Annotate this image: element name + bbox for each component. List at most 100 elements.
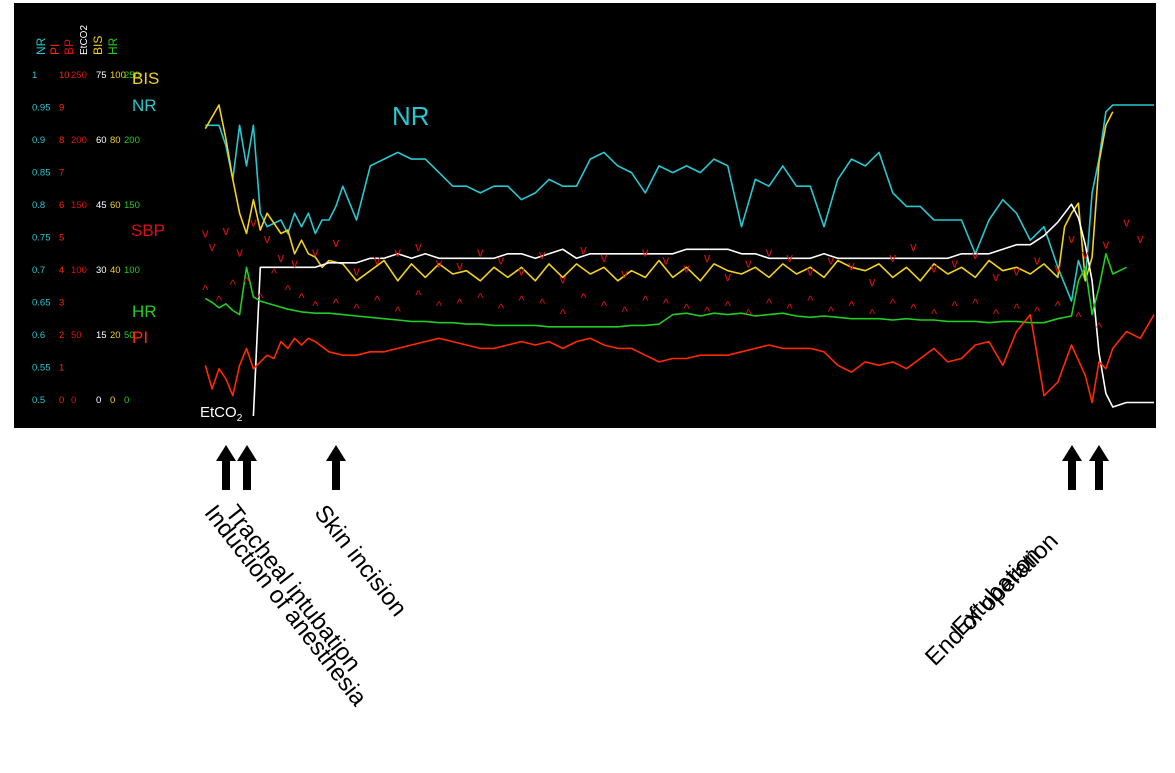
dbp-marker: ^ (333, 296, 340, 311)
sbp-marker: v (415, 239, 422, 254)
scale-bp-tick: 150 (71, 200, 87, 211)
dbp-marker: ^ (1013, 301, 1020, 316)
scale-etco2-tick: 75 (96, 70, 107, 81)
sbp-marker: v (621, 266, 628, 281)
scale-nr-tick: 0.65 (32, 298, 51, 309)
scale-etco2-tick: 15 (96, 330, 107, 341)
event-arrow-icon (215, 445, 236, 490)
scale-hr-tick: 150 (124, 200, 140, 211)
scale-nr-tick: 0.95 (32, 103, 51, 114)
dbp-marker: ^ (415, 288, 422, 303)
dbp-marker: ^ (910, 301, 917, 316)
scale-nr-tick: 0.7 (32, 265, 45, 276)
sbp-marker: v (1137, 231, 1144, 246)
sbp-marker: v (828, 253, 835, 268)
sbp-marker: v (436, 255, 443, 270)
dbp-marker: ^ (436, 299, 443, 314)
scale-hr-tick: 0 (124, 395, 129, 406)
sbp-marker: v (993, 269, 1000, 284)
sbp-marker: v (1055, 261, 1062, 276)
dbp-marker: ^ (271, 266, 278, 281)
sbp-marker: v (312, 244, 319, 259)
dbp-marker: ^ (477, 290, 484, 305)
scale-hr-tick: 200 (124, 135, 140, 146)
sbp-marker: v (910, 239, 917, 254)
sbp-marker: v (1123, 215, 1130, 230)
event-arrow-icon (1089, 445, 1109, 490)
sbp-marker: v (580, 242, 587, 257)
series-lines (204, 104, 1155, 417)
axis-headers: NR PI BP EtCO2 BIS HR (34, 25, 120, 55)
scale-nr-tick: 0.85 (32, 168, 51, 179)
sbp-marker: v (683, 261, 690, 276)
scale-hr-tick: 100 (124, 265, 140, 276)
sbp-marker: v (951, 255, 958, 270)
scale-pi-tick: 0 (59, 395, 64, 406)
scale-pi-tick: 2 (59, 330, 64, 341)
dbp-marker: ^ (202, 282, 209, 297)
sbp-marker: v (209, 239, 216, 254)
sbp-marker: v (890, 250, 897, 265)
sbp-marker: v (539, 247, 546, 262)
sbp-marker: v (498, 253, 505, 268)
sbp-marker: v (202, 226, 209, 241)
sbp-marker: v (374, 253, 381, 268)
scale-nr-tick: 0.8 (32, 200, 45, 211)
dbp-marker: ^ (869, 307, 876, 322)
dbp-marker: ^ (498, 301, 505, 316)
sbp-marker: v (807, 263, 814, 278)
scale-bis-tick: 80 (110, 135, 121, 146)
sbp-marker: v (601, 250, 608, 265)
scale-bp-tick: 200 (71, 135, 87, 146)
sbp-marker: v (518, 263, 525, 278)
sbp-marker: v (223, 223, 230, 238)
scale-etco2-tick: 0 (96, 395, 101, 406)
sbp-marker: v (456, 258, 463, 273)
scale-nr-tick: 0.55 (32, 363, 51, 374)
scale-etco2-tick: 45 (96, 200, 107, 211)
dbp-marker: ^ (395, 304, 402, 319)
dbp-marker: ^ (787, 301, 794, 316)
scale-hr-tick: 250 (124, 70, 140, 81)
sbp-marker: v (786, 250, 793, 265)
dbp-marker: ^ (457, 296, 464, 311)
axis-header-bp: BP (62, 39, 76, 55)
scale-bp-tick: 0 (71, 395, 76, 406)
dbp-marker: ^ (243, 274, 250, 289)
dbp-marker: ^ (663, 296, 670, 311)
scale-hr-tick: 50 (124, 330, 135, 341)
dbp-marker: ^ (298, 290, 305, 305)
sbp-marker: v (972, 247, 979, 262)
dbp-marker: ^ (622, 304, 629, 319)
sbp-marker: v (353, 263, 360, 278)
dbp-marker: ^ (807, 293, 814, 308)
dbp-marker: ^ (1075, 309, 1082, 324)
dbp-marker: ^ (353, 301, 360, 316)
scale-pi-tick: 6 (59, 200, 64, 211)
scale-pi-tick: 5 (59, 233, 64, 244)
hr-series-label: HR (132, 302, 157, 321)
pi-series-line (204, 313, 1155, 404)
sbp-marker: v (395, 244, 402, 259)
scale-etco2-tick: 30 (96, 265, 107, 276)
event-label: Extubation (947, 541, 1047, 642)
scale-pi-tick: 1 (59, 363, 64, 374)
scale-nr-tick: 1 (32, 70, 37, 81)
axis-header-hr: HR (106, 37, 120, 55)
dbp-marker: ^ (766, 296, 773, 311)
sbp-series-label: SBP (131, 221, 165, 240)
dbp-marker: ^ (890, 296, 897, 311)
scale-pi-tick: 9 (59, 103, 64, 114)
scale-nr-tick: 0.6 (32, 330, 45, 341)
sbp-marker: v (642, 244, 649, 259)
event-arrow-icon (236, 445, 257, 490)
dbp-marker: ^ (1055, 299, 1062, 314)
sbp-marker: v (278, 250, 285, 265)
sbp-marker: v (1082, 247, 1089, 262)
nr-series-label: NR (132, 96, 157, 115)
scale-bp-tick: 50 (71, 330, 82, 341)
sbp-marker: v (1103, 236, 1110, 251)
dbp-marker: ^ (1096, 320, 1103, 335)
axis-header-bis: BIS (91, 36, 105, 55)
